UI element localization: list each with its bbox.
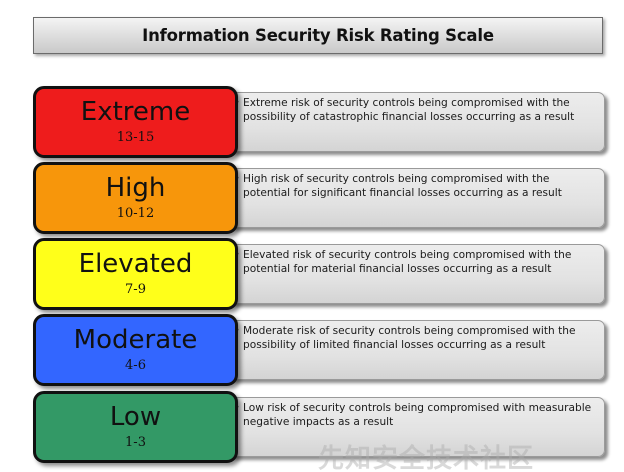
risk-description-box: • Low risk of security controls being co… bbox=[228, 397, 605, 457]
risk-row-moderate: • Moderate risk of security controls bei… bbox=[0, 314, 624, 386]
risk-row-high: • High risk of security controls being c… bbox=[0, 162, 624, 234]
risk-row-elevated: • Elevated risk of security controls bei… bbox=[0, 238, 624, 310]
risk-level-box: Extreme 13-15 bbox=[33, 86, 238, 158]
risk-level-name: Low bbox=[109, 402, 162, 432]
risk-level-name: Extreme bbox=[80, 97, 191, 127]
risk-description-box: • High risk of security controls being c… bbox=[228, 168, 605, 228]
risk-description-box: • Elevated risk of security controls bei… bbox=[228, 244, 605, 304]
risk-level-name: Moderate bbox=[73, 325, 198, 355]
risk-level-range: 10-12 bbox=[116, 206, 155, 221]
risk-row-extreme: • Extreme risk of security controls bein… bbox=[0, 86, 624, 158]
risk-level-range: 1-3 bbox=[125, 435, 146, 450]
risk-level-name: High bbox=[105, 173, 166, 203]
risk-description: Moderate risk of security controls being… bbox=[243, 325, 576, 351]
risk-level-box: Low 1-3 bbox=[33, 391, 238, 463]
risk-description: Low risk of security controls being comp… bbox=[243, 402, 592, 428]
watermark: 先知安全技术社区 bbox=[318, 444, 535, 472]
risk-level-range: 13-15 bbox=[116, 130, 155, 145]
title-bar: Information Security Risk Rating Scale bbox=[33, 17, 603, 54]
risk-description-box: • Extreme risk of security controls bein… bbox=[228, 92, 605, 152]
risk-level-range: 7-9 bbox=[125, 282, 146, 297]
risk-level-box: Elevated 7-9 bbox=[33, 238, 238, 310]
page-title: Information Security Risk Rating Scale bbox=[142, 26, 494, 45]
risk-description: Extreme risk of security controls being … bbox=[243, 97, 575, 123]
risk-level-name: Elevated bbox=[78, 249, 193, 279]
risk-row-low: • Low risk of security controls being co… bbox=[0, 391, 624, 463]
risk-description: High risk of security controls being com… bbox=[243, 173, 562, 199]
risk-level-range: 4-6 bbox=[125, 358, 146, 373]
risk-level-box: High 10-12 bbox=[33, 162, 238, 234]
risk-description-box: • Moderate risk of security controls bei… bbox=[228, 320, 605, 380]
risk-description: Elevated risk of security controls being… bbox=[243, 249, 572, 275]
risk-level-box: Moderate 4-6 bbox=[33, 314, 238, 386]
